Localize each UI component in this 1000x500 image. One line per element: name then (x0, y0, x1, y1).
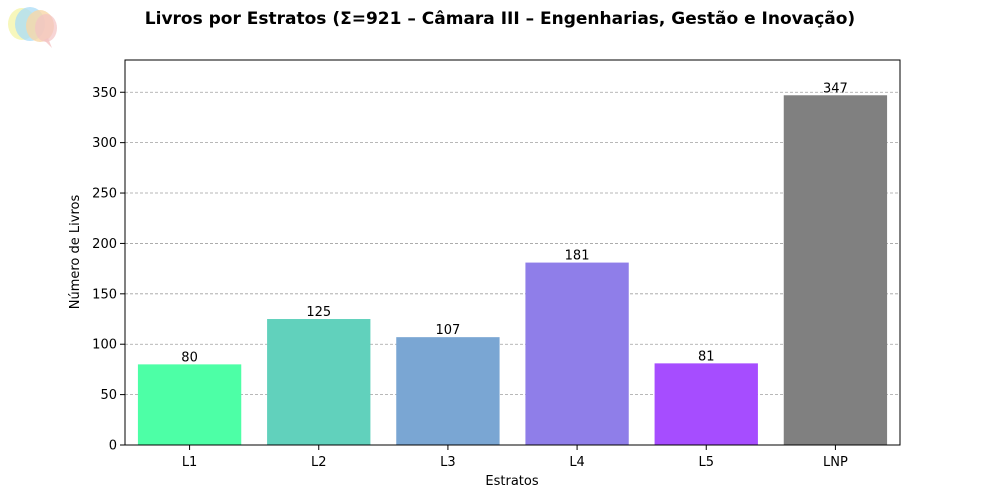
bar-l5 (654, 363, 758, 445)
x-tick-label: L4 (569, 455, 585, 470)
y-axis-label: Número de Livros (68, 195, 83, 310)
bar-labels: 80 125 107 181 81 347 (181, 81, 848, 365)
bar-value-label: 347 (823, 81, 848, 96)
y-tick-label: 50 (100, 388, 117, 403)
speech-bubbles-logo-icon (8, 7, 57, 48)
x-tick-label: L3 (440, 455, 456, 470)
plot-frame (124, 59, 901, 446)
x-axis: L1 L2 L3 L4 L5 LNP (182, 445, 848, 470)
bar-value-label: 125 (306, 305, 331, 320)
chart-title: Livros por Estratos (Σ=921 – Câmara III … (145, 9, 855, 29)
y-tick-label: 100 (92, 338, 117, 353)
bar-l2 (267, 319, 371, 445)
bars (137, 95, 888, 445)
bar-lnp (783, 95, 888, 445)
y-tick-label: 250 (92, 187, 117, 202)
y-tick-label: 350 (92, 86, 117, 101)
y-grid (125, 91, 900, 396)
bar-value-label: 81 (698, 349, 715, 364)
bar-value-label: 181 (565, 249, 590, 264)
x-axis-label: Estratos (485, 474, 538, 489)
y-tick-label: 0 (109, 439, 117, 454)
bar-l3 (396, 337, 500, 445)
bar-value-label: 80 (181, 350, 198, 365)
bar-value-label: 107 (436, 323, 461, 338)
y-tick-label: 150 (92, 287, 117, 302)
bar-l4 (525, 262, 629, 445)
x-tick-label: LNP (823, 455, 848, 470)
x-tick-label: L1 (182, 455, 198, 470)
y-tick-label: 200 (92, 237, 117, 252)
bar-l1 (137, 364, 242, 445)
x-tick-label: L2 (311, 455, 327, 470)
y-tick-label: 300 (92, 136, 117, 151)
y-axis: 0 50 100 150 200 250 300 350 (92, 86, 125, 454)
x-tick-label: L5 (698, 455, 714, 470)
